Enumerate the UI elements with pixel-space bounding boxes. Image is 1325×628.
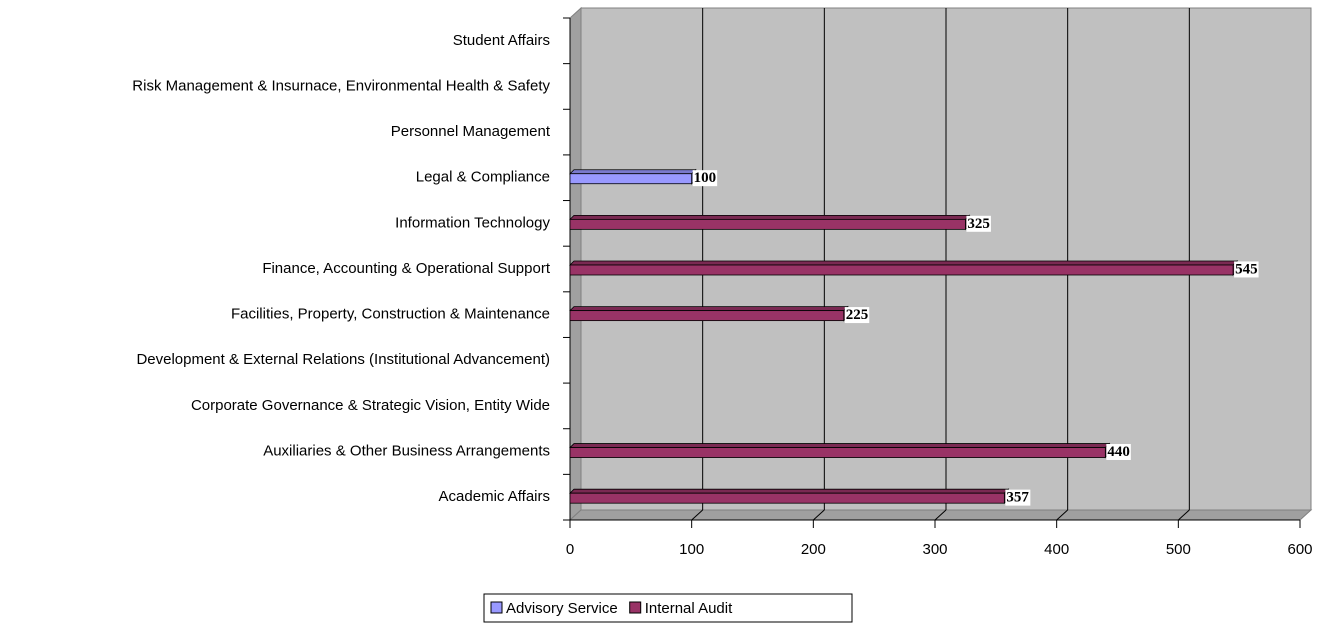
value-label: 225 — [846, 307, 869, 323]
bar — [569, 218, 966, 230]
y-tick-label: Academic Affairs — [439, 488, 550, 505]
bar-top — [569, 169, 697, 175]
y-tick-label: Development & External Relations (Instit… — [136, 351, 550, 368]
legend-swatch — [490, 601, 503, 614]
y-tick-label: Personnel Management — [391, 123, 551, 140]
bar-top — [569, 443, 1111, 448]
grid-line — [691, 509, 704, 521]
grid-line — [1056, 509, 1069, 521]
y-tick-label: Legal & Compliance — [416, 169, 550, 186]
bar-top — [569, 214, 971, 220]
grid-line — [1177, 509, 1190, 521]
y-tick-label: Corporate Governance & Strategic Vision,… — [191, 397, 550, 414]
bar-top — [569, 306, 849, 312]
legend-swatch — [629, 601, 642, 614]
value-label: 357 — [1006, 490, 1029, 506]
bar — [569, 264, 1234, 276]
x-tick-label: 500 — [1166, 541, 1191, 558]
bar — [569, 173, 693, 185]
x-tick-label: 300 — [922, 541, 947, 558]
legend-label: Advisory Service — [506, 600, 618, 617]
value-label-box — [1234, 261, 1259, 278]
x-tick-label: 100 — [679, 541, 704, 558]
value-label: 100 — [694, 170, 717, 186]
x-tick-label: 0 — [566, 541, 574, 558]
value-label-box — [844, 307, 870, 324]
legend-label: Internal Audit — [645, 600, 733, 617]
value-label: 325 — [967, 216, 990, 232]
bar-top — [569, 260, 1239, 266]
bar — [569, 310, 845, 322]
y-tick-label: Facilities, Property, Construction & Mai… — [231, 306, 550, 323]
value-label-box — [966, 215, 991, 232]
x-tick-label: 600 — [1287, 541, 1312, 558]
grid-line — [934, 509, 947, 521]
value-label-box — [692, 170, 718, 187]
y-tick-label: Risk Management & Insurnace, Environment… — [132, 77, 550, 94]
bar — [569, 447, 1106, 458]
bar — [569, 492, 1005, 504]
y-tick-label: Auxiliaries & Other Business Arrangement… — [263, 443, 550, 460]
y-tick-label: Finance, Accounting & Operational Suppor… — [262, 260, 551, 277]
legend — [483, 593, 853, 623]
value-label: 440 — [1107, 444, 1130, 460]
value-label-box — [1005, 489, 1031, 506]
x-tick-label: 200 — [801, 541, 826, 558]
x-tick-label: 400 — [1044, 541, 1069, 558]
value-label-box — [1106, 443, 1131, 460]
value-label: 545 — [1235, 261, 1258, 277]
grid-line — [812, 509, 825, 521]
y-tick-label: Information Technology — [395, 214, 550, 231]
y-tick-label: Student Affairs — [453, 32, 550, 49]
bar-top — [569, 488, 1010, 494]
